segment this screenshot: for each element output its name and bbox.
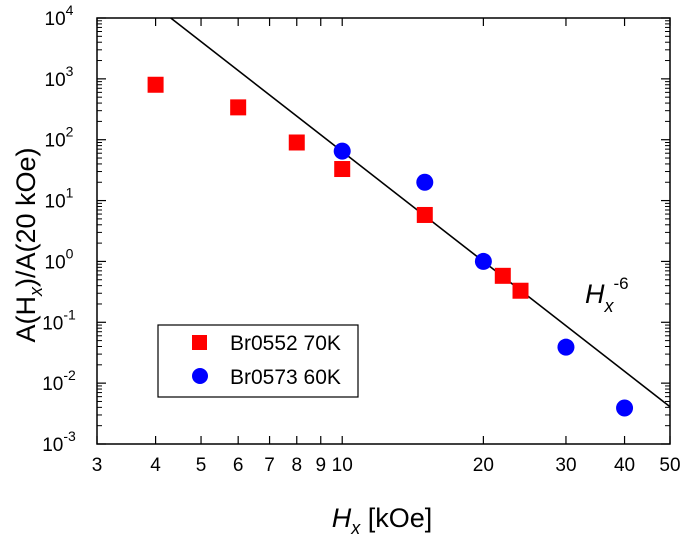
x-tick-label-5: 8 (291, 455, 302, 476)
y-tick-label-7: 104 (45, 2, 74, 30)
legend-label-series-2: Br0573 60K (230, 366, 341, 389)
fit-annotation: Hx -6 (585, 274, 629, 316)
x-tick-label-1: 4 (150, 455, 161, 476)
x-axis-label: Hx [kOe] (332, 503, 433, 536)
legend-marker-series-2 (192, 368, 208, 384)
x-axis-label-main: H (332, 503, 352, 533)
data-points-layer (147, 76, 634, 417)
y-axis-label: A(Hx)/A(20 kOe) (11, 147, 46, 342)
point-series-1-1 (230, 99, 247, 116)
y-tick-labels: 10-3 10-2 10-1 100 101 102 103 104 (42, 2, 76, 456)
point-series-1-5 (494, 267, 511, 284)
y-tick-label-2: 10-1 (42, 306, 76, 334)
plot-frame (96, 17, 671, 445)
x-tick-label-3: 6 (233, 455, 244, 476)
y-tick-label-1: 10-2 (42, 367, 76, 395)
y-tick-label-3: 100 (45, 245, 74, 273)
point-series-1-4 (416, 206, 433, 223)
point-series-1-2 (288, 134, 305, 151)
point-series-1-6 (512, 282, 529, 299)
x-tick-label-2: 5 (196, 455, 207, 476)
point-series-2-2 (474, 252, 492, 270)
point-series-2-4 (616, 399, 634, 417)
point-series-2-0 (333, 142, 351, 160)
fit-annotation-sub: x (604, 296, 615, 316)
x-tick-labels: 3 4 5 6 7 8 9 10 20 30 40 50 (92, 455, 681, 476)
x-tick-label-10: 40 (614, 455, 635, 476)
point-series-2-3 (557, 338, 575, 356)
point-series-2-1 (416, 173, 434, 191)
point-series-1-0 (147, 76, 164, 93)
fit-annotation-main: H (585, 279, 605, 309)
x-axis-label-unit: [kOe] (360, 503, 432, 533)
y-tick-label-5: 102 (45, 124, 74, 152)
y-axis-label-p1: A(H (11, 296, 41, 343)
legend: Br0552 70K Br0573 60K (157, 324, 359, 398)
x-tick-label-0: 3 (92, 455, 103, 476)
legend-label-series-1: Br0552 70K (230, 332, 341, 355)
point-series-1-3 (334, 161, 351, 178)
y-axis-label-sub: x (26, 286, 46, 297)
x-tick-label-8: 20 (473, 455, 494, 476)
x-tick-label-11: 50 (659, 455, 680, 476)
x-tick-label-9: 30 (555, 455, 576, 476)
x-tick-label-6: 9 (315, 455, 326, 476)
x-tick-label-4: 7 (264, 455, 275, 476)
x-tick-label-7: 10 (332, 455, 353, 476)
x-axis-label-sub: x (350, 518, 361, 536)
fit-annotation-sup: -6 (614, 274, 629, 293)
y-tick-label-6: 103 (45, 63, 74, 91)
legend-marker-series-1 (192, 335, 207, 350)
y-tick-label-0: 10-3 (42, 428, 76, 456)
y-axis-label-p2: )/A(20 kOe) (11, 147, 41, 287)
legend-box (157, 324, 359, 398)
y-tick-label-4: 101 (45, 185, 74, 213)
